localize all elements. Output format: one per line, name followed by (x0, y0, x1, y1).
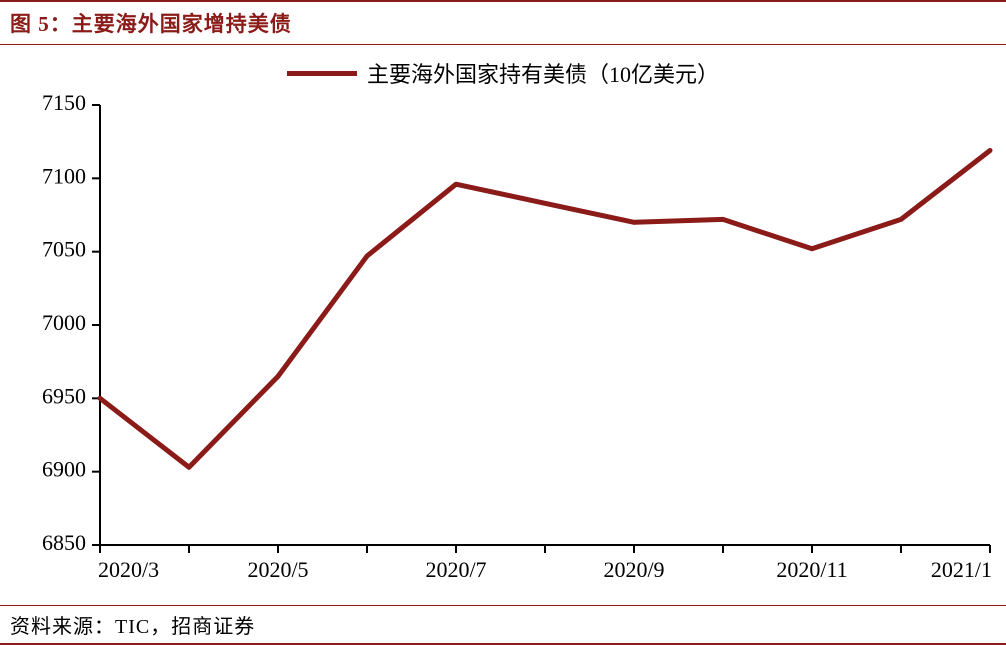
figure-title-bar: 图 5：主要海外国家增持美债 (0, 0, 1006, 45)
svg-text:2020/9: 2020/9 (603, 557, 664, 582)
legend-line-swatch (287, 71, 357, 76)
line-chart: 6850 6900 6950 7000 7050 7100 7150 2020/3 2020/5… (0, 45, 1006, 605)
svg-text:6850: 6850 (42, 530, 86, 555)
chart-legend: 主要海外国家持有美债（10亿美元） (287, 57, 719, 89)
svg-text:7100: 7100 (42, 163, 86, 188)
source-text: 资料来源：TIC，招商证券 (10, 616, 255, 638)
source-bar: 资料来源：TIC，招商证券 (0, 605, 1006, 645)
svg-text:2020/3: 2020/3 (98, 557, 159, 582)
svg-text:2020/11: 2020/11 (776, 557, 847, 582)
svg-text:7000: 7000 (42, 310, 86, 335)
svg-text:6900: 6900 (42, 457, 86, 482)
figure-title: 图 5：主要海外国家增持美债 (10, 12, 292, 36)
svg-text:6950: 6950 (42, 383, 86, 408)
svg-text:7050: 7050 (42, 237, 86, 262)
chart-container: 主要海外国家持有美债（10亿美元） 6850 6900 6950 7000 7050 71… (0, 45, 1006, 605)
svg-text:2020/5: 2020/5 (247, 557, 308, 582)
svg-text:2020/7: 2020/7 (425, 557, 486, 582)
legend-label: 主要海外国家持有美债（10亿美元） (367, 57, 719, 89)
svg-text:2021/1: 2021/1 (931, 557, 992, 582)
svg-text:7150: 7150 (42, 90, 86, 115)
